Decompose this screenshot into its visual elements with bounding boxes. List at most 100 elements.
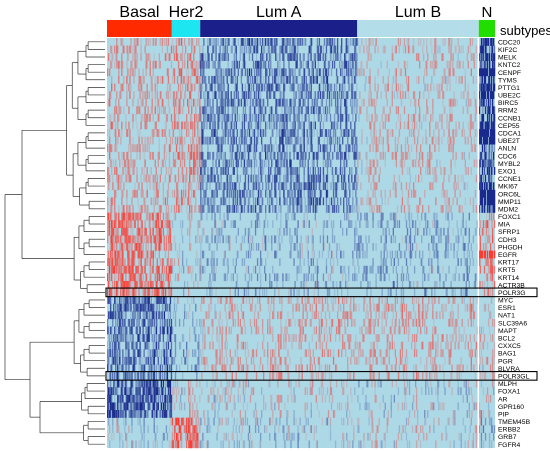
heatmap-cell [257, 129, 260, 137]
heatmap-cell [277, 273, 279, 282]
heatmap-cell [491, 205, 494, 213]
heatmap-cell [208, 174, 210, 183]
heatmap-cell [343, 159, 345, 168]
heatmap-cell [210, 296, 212, 304]
heatmap-cell [294, 174, 296, 183]
heatmap-cell [329, 83, 332, 92]
heatmap-cell [299, 205, 301, 213]
heatmap-cell [217, 174, 219, 183]
heatmap-cell [202, 265, 204, 274]
heatmap-cell [236, 159, 238, 168]
heatmap-cell [319, 83, 322, 92]
heatmap-cell [115, 212, 117, 221]
heatmap-cell [316, 273, 319, 282]
heatmap-cell [139, 106, 141, 115]
heatmap-cell [412, 129, 415, 137]
heatmap-cell [273, 151, 275, 160]
heatmap-cell [262, 38, 264, 46]
heatmap-cell [435, 167, 437, 175]
heatmap-cell [350, 60, 352, 69]
heatmap-cell [179, 75, 182, 84]
heatmap-cell [361, 68, 363, 77]
heatmap-cell [146, 144, 148, 153]
heatmap-cell [125, 235, 127, 244]
heatmap-cell [466, 53, 468, 61]
heatmap-cell [281, 68, 283, 77]
heatmap-cell [462, 220, 464, 229]
heatmap-cell [145, 273, 147, 282]
heatmap-cell [405, 258, 408, 266]
heatmap-cell [125, 174, 127, 183]
heatmap-cell [465, 280, 467, 289]
heatmap-cell [326, 83, 329, 92]
heatmap-cell [165, 205, 168, 213]
heatmap-cell [301, 75, 303, 84]
heatmap-cell [230, 91, 232, 99]
heatmap-cell [289, 197, 291, 206]
heatmap-cell [286, 197, 288, 206]
heatmap-cell [279, 189, 281, 198]
heatmap-cell [145, 174, 147, 183]
heatmap-cell [280, 45, 282, 54]
heatmap-cell [211, 189, 213, 198]
heatmap-cell [211, 288, 213, 297]
heatmap-cell [406, 121, 409, 130]
heatmap-cell [192, 129, 194, 137]
heatmap-cell [384, 45, 386, 54]
heatmap-cell [287, 38, 289, 46]
heatmap-cell [244, 167, 247, 175]
heatmap-cell [492, 205, 495, 213]
heatmap-cell [351, 136, 353, 145]
heatmap-cell [249, 121, 252, 130]
heatmap-cell [270, 151, 272, 160]
heatmap-cell [382, 75, 384, 84]
heatmap-cell [322, 159, 325, 168]
heatmap-cell [210, 197, 212, 206]
heatmap-cell [214, 60, 216, 69]
heatmap-cell [272, 75, 274, 84]
heatmap-cell [293, 151, 295, 160]
heatmap-cell [229, 235, 231, 244]
heatmap-cell [279, 129, 281, 137]
heatmap-cell [213, 189, 215, 198]
heatmap-cell [307, 167, 309, 175]
heatmap-cell [169, 83, 172, 92]
heatmap-cell [488, 159, 491, 168]
heatmap-cell [190, 75, 192, 84]
heatmap-cell [201, 136, 203, 145]
heatmap-cell [332, 151, 335, 160]
heatmap-cell [312, 106, 314, 115]
heatmap-cell [485, 227, 488, 236]
heatmap-cell [108, 227, 110, 236]
heatmap-cell [222, 68, 224, 77]
heatmap-cell [117, 288, 119, 297]
heatmap-cell [292, 106, 294, 115]
heatmap-cell [490, 174, 493, 183]
heatmap-cell [128, 121, 130, 130]
heatmap-cell [168, 265, 171, 274]
heatmap-cell [113, 220, 115, 229]
heatmap-cell [376, 113, 378, 122]
heatmap-cell [330, 38, 333, 46]
heatmap-cell [288, 296, 290, 304]
heatmap-cell [275, 45, 277, 54]
heatmap-cell [313, 296, 315, 304]
heatmap-cell [281, 113, 283, 122]
heatmap-cell [299, 83, 301, 92]
heatmap-cell [282, 53, 284, 61]
heatmap-cell [320, 45, 323, 54]
heatmap-cell [246, 280, 249, 289]
heatmap-cell [485, 68, 488, 77]
heatmap-cell [412, 280, 415, 289]
heatmap-cell [275, 38, 277, 46]
heatmap-cell [118, 106, 120, 115]
heatmap-cell [317, 174, 320, 183]
heatmap-cell [310, 174, 312, 183]
heatmap-cell [310, 258, 312, 266]
heatmap-cell [225, 68, 227, 77]
heatmap-cell [121, 189, 123, 198]
heatmap-cell [112, 243, 114, 251]
heatmap-cell [234, 197, 236, 206]
heatmap-cell [324, 83, 327, 92]
heatmap-cell [259, 189, 262, 198]
